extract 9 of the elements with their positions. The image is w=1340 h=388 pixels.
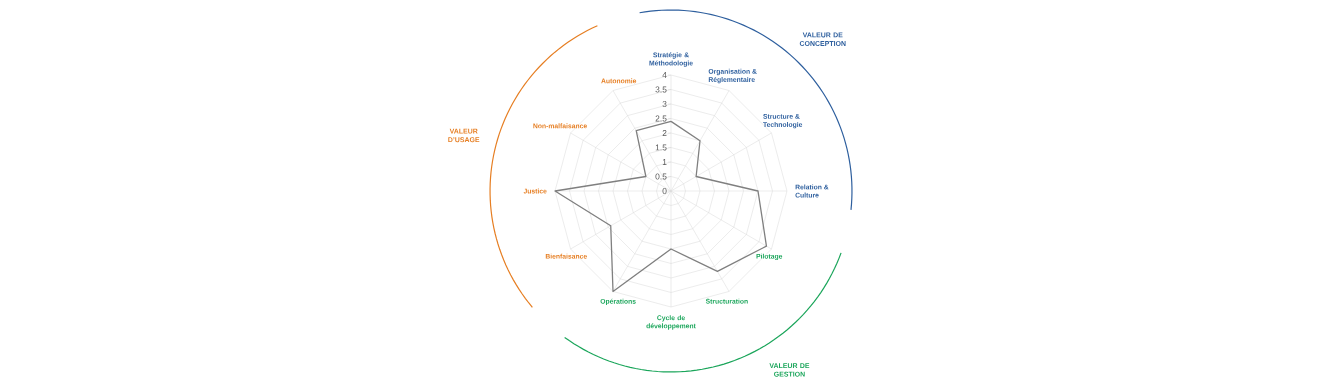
y-tick-label: 0 [662,188,667,194]
y-tick-label: 4 [662,72,667,78]
y-tick-label: 3 [662,101,667,107]
y-tick-label: 2 [662,130,667,136]
y-tick-label: 1 [662,159,667,165]
y-tick-label: 3.5 [655,86,667,93]
y-tick-label: 2.5 [655,115,667,122]
y-tick-label: 0.5 [655,173,667,180]
y-tick-label: 1.5 [655,144,667,151]
